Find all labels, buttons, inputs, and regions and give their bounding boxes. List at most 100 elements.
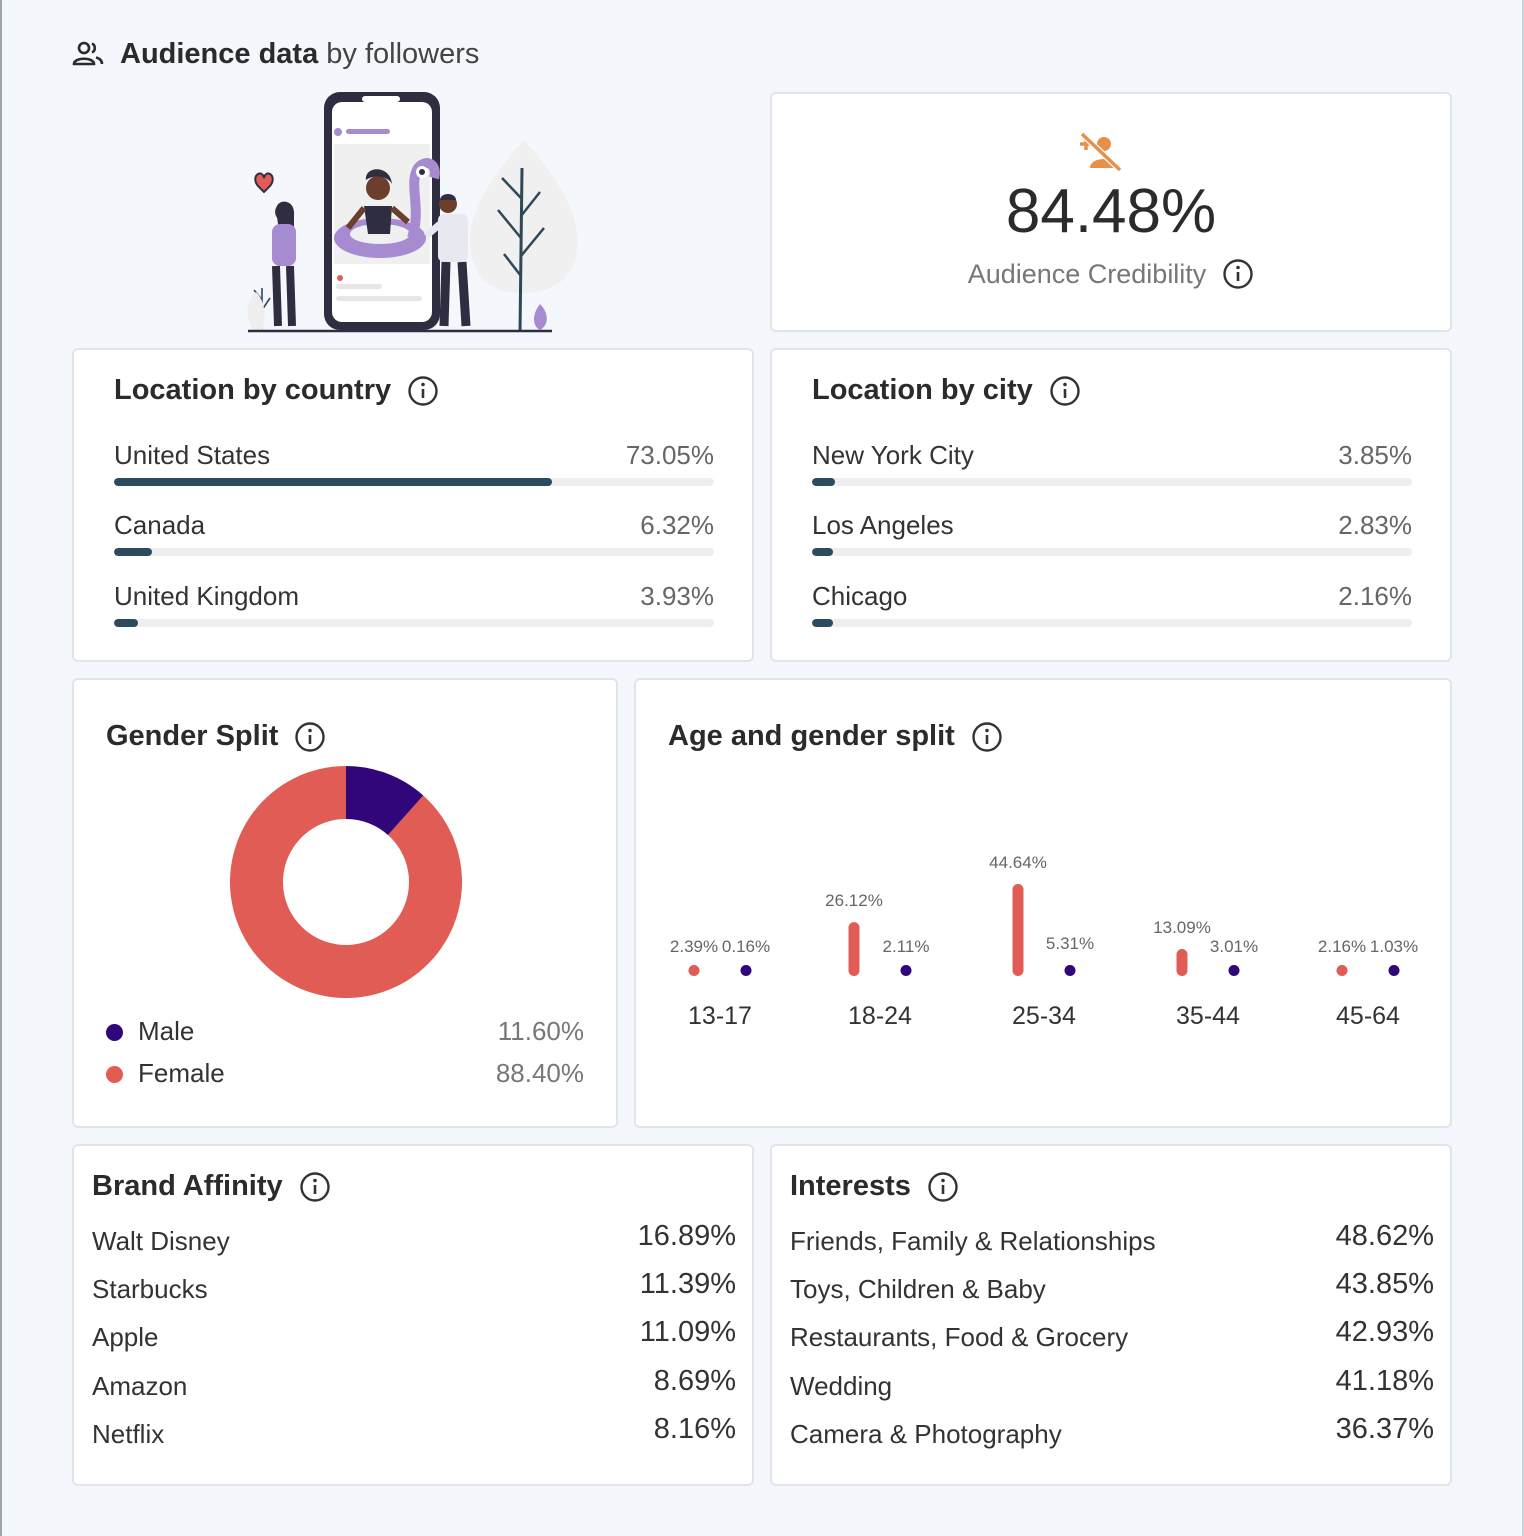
age-category-label: 45-64: [1336, 1002, 1400, 1030]
interest-pct: 48.62%: [1335, 1220, 1434, 1252]
interest-row: Friends, Family & Relationships 48.62%: [790, 1220, 1434, 1260]
progress-track: [812, 478, 1412, 486]
interest-row: Restaurants, Food & Grocery 42.93%: [790, 1316, 1434, 1356]
gender-split-card: Gender Split Male 11.60% Female 88.40%: [72, 678, 618, 1128]
progress-track: [812, 619, 1412, 627]
female-value-label: 26.12%: [825, 891, 883, 910]
male-pct: 11.60%: [497, 1016, 584, 1046]
interest-pct: 43.85%: [1335, 1268, 1434, 1300]
male-label: Male: [138, 1016, 195, 1046]
age-category-label: 25-34: [1012, 1002, 1076, 1030]
info-icon[interactable]: [927, 1171, 959, 1203]
female-pct: 88.40%: [495, 1058, 584, 1088]
female-bar: [688, 965, 700, 976]
age-gender-title: Age and gender split: [668, 720, 955, 752]
male-bar: [1228, 965, 1240, 976]
progress-fill: [812, 619, 833, 627]
male-value-label: 5.31%: [1046, 934, 1094, 953]
info-icon[interactable]: [1222, 258, 1254, 290]
female-value-label: 2.16%: [1318, 937, 1366, 956]
progress-fill: [114, 478, 553, 486]
city-name: Chicago: [812, 581, 908, 611]
info-icon[interactable]: [971, 721, 1003, 753]
male-value-label: 0.16%: [722, 937, 770, 956]
brand-pct: 8.16%: [653, 1413, 736, 1445]
female-bar: [1336, 965, 1348, 976]
info-icon[interactable]: [1049, 375, 1081, 407]
male-slice: [346, 766, 424, 836]
brand-pct: 16.89%: [637, 1220, 736, 1252]
female-dot: [106, 1066, 123, 1083]
section-header: Audience data by followers: [72, 34, 479, 74]
male-value-label: 3.01%: [1210, 937, 1258, 956]
male-bar: [1388, 965, 1400, 976]
progress-track: [114, 478, 714, 486]
brand-row: Apple 11.09%: [92, 1316, 736, 1356]
people-icon: [72, 41, 104, 66]
interest-name: Wedding: [790, 1371, 893, 1401]
legend-female: Female 88.40%: [106, 1058, 584, 1094]
info-icon[interactable]: [407, 375, 439, 407]
country-row: United Kingdom 3.93%: [114, 581, 714, 641]
male-value-label: 2.11%: [883, 937, 930, 956]
progress-fill: [812, 548, 833, 556]
city-row: Los Angeles 2.83%: [812, 510, 1412, 570]
brand-name: Amazon: [92, 1371, 188, 1401]
progress-track: [114, 619, 714, 627]
age-gender-bar-chart: 2.39% 0.16% 13-17 26.12% 2.11% 18-24 44.64% 5.3…: [670, 853, 1418, 1030]
gender-donut-chart: [230, 766, 462, 998]
city-name: Los Angeles: [812, 510, 954, 540]
city-pct: 2.83%: [1338, 510, 1412, 540]
country-pct: 3.93%: [640, 581, 714, 611]
progress-fill: [812, 478, 836, 486]
male-dot: [106, 1024, 123, 1041]
brand-row: Starbucks 11.39%: [92, 1268, 736, 1308]
male-bar: [1064, 965, 1076, 976]
interests-title: Interests: [790, 1170, 911, 1202]
country-name: United States: [114, 440, 271, 470]
interest-name: Friends, Family & Relationships: [790, 1226, 1156, 1256]
interest-name: Toys, Children & Baby: [790, 1274, 1046, 1304]
brand-pct: 11.09%: [639, 1316, 736, 1348]
brand-row: Walt Disney 16.89%: [92, 1220, 736, 1260]
info-icon[interactable]: [299, 1171, 331, 1203]
city-name: New York City: [812, 440, 974, 470]
brand-pct: 11.39%: [639, 1268, 736, 1300]
country-row: United States 73.05%: [114, 440, 714, 500]
interest-pct: 42.93%: [1335, 1316, 1434, 1348]
country-pct: 6.32%: [640, 510, 714, 540]
brand-name: Walt Disney: [92, 1226, 230, 1256]
brand-name: Netflix: [92, 1419, 165, 1449]
female-bar: [1176, 949, 1188, 976]
brand-name: Starbucks: [92, 1274, 208, 1304]
gender-split-title: Gender Split: [106, 720, 279, 752]
female-label: Female: [138, 1058, 225, 1088]
female-slice: [230, 766, 462, 998]
city-row: Chicago 2.16%: [812, 581, 1412, 641]
location-city-card: Location by city New York City 3.85% Los…: [770, 348, 1452, 662]
interest-row: Wedding 41.18%: [790, 1365, 1434, 1405]
age-category-label: 18-24: [848, 1002, 912, 1030]
country-name: Canada: [114, 510, 206, 540]
age-category-label: 13-17: [688, 1002, 752, 1030]
legend-male: Male 11.60%: [106, 1016, 584, 1052]
country-pct: 73.05%: [625, 440, 714, 470]
social-media-illustration: [247, 92, 578, 333]
brand-row: Amazon 8.69%: [92, 1365, 736, 1405]
location-country-card: Location by country United States 73.05%…: [72, 348, 754, 662]
age-gender-card: Age and gender split 2.39% 0.16% 13-17 26.1…: [634, 678, 1452, 1128]
interest-row: Camera & Photography 36.37%: [790, 1413, 1434, 1453]
male-bar: [740, 965, 752, 976]
interest-name: Restaurants, Food & Grocery: [790, 1322, 1129, 1352]
female-bar: [848, 922, 860, 976]
brand-name: Apple: [92, 1322, 159, 1352]
info-icon[interactable]: [294, 721, 326, 753]
city-row: New York City 3.85%: [812, 440, 1412, 500]
female-value-label: 2.39%: [670, 937, 718, 956]
brand-affinity-title: Brand Affinity: [92, 1170, 283, 1202]
progress-track: [114, 548, 714, 556]
credibility-card: 84.48% Audience Credibility: [770, 92, 1452, 332]
city-pct: 3.85%: [1338, 440, 1412, 470]
male-bar: [900, 965, 912, 976]
